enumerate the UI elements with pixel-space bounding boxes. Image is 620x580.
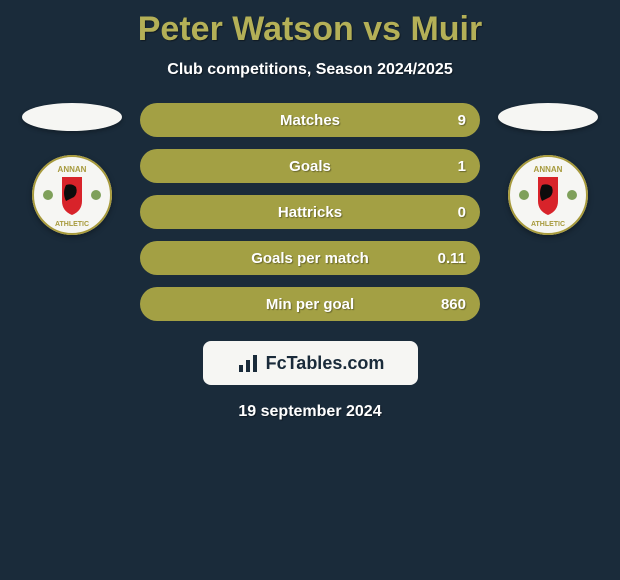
stat-label: Goals per match [251, 250, 369, 267]
brand-text: FcTables.com [266, 353, 385, 374]
stat-bar: Goals per match 0.11 [140, 241, 480, 275]
page-title: Peter Watson vs Muir [0, 0, 620, 49]
stat-bar: Matches 9 [140, 103, 480, 137]
svg-text:ATHLETIC: ATHLETIC [531, 221, 565, 228]
svg-text:ANNAN: ANNAN [534, 165, 563, 174]
date-line: 19 september 2024 [0, 403, 620, 421]
stat-bar: Min per goal 860 [140, 287, 480, 321]
stat-right-value: 0 [458, 204, 466, 221]
left-player-col: ANNAN ATHLETIC [22, 97, 122, 235]
subtitle: Club competitions, Season 2024/2025 [0, 61, 620, 79]
right-player-col: ANNAN ATHLETIC [498, 97, 598, 235]
stat-right-value: 9 [458, 112, 466, 129]
left-club-badge: ANNAN ATHLETIC [32, 155, 112, 235]
svg-text:ATHLETIC: ATHLETIC [55, 221, 89, 228]
right-club-badge-svg: ANNAN ATHLETIC [508, 155, 588, 235]
bar-chart-icon [236, 351, 260, 375]
stat-right-value: 860 [441, 296, 466, 313]
left-country-flag [22, 103, 122, 131]
right-club-badge: ANNAN ATHLETIC [508, 155, 588, 235]
brand-box[interactable]: FcTables.com [203, 341, 418, 385]
stat-bars: Matches 9 Goals 1 Hattricks 0 Goals per match 0… [140, 97, 480, 321]
stat-label: Min per goal [266, 296, 354, 313]
stat-bar: Hattricks 0 [140, 195, 480, 229]
stat-right-value: 1 [458, 158, 466, 175]
left-club-badge-svg: ANNAN ATHLETIC [32, 155, 112, 235]
comparison-content: ANNAN ATHLETIC Matches 9 Goals 1 Hattricks 0 G… [0, 97, 620, 321]
stat-label: Matches [280, 112, 340, 129]
stat-label: Goals [289, 158, 331, 175]
svg-text:ANNAN: ANNAN [58, 165, 87, 174]
stat-right-value: 0.11 [438, 250, 466, 267]
right-country-flag [498, 103, 598, 131]
stat-bar: Goals 1 [140, 149, 480, 183]
stat-label: Hattricks [278, 204, 342, 221]
